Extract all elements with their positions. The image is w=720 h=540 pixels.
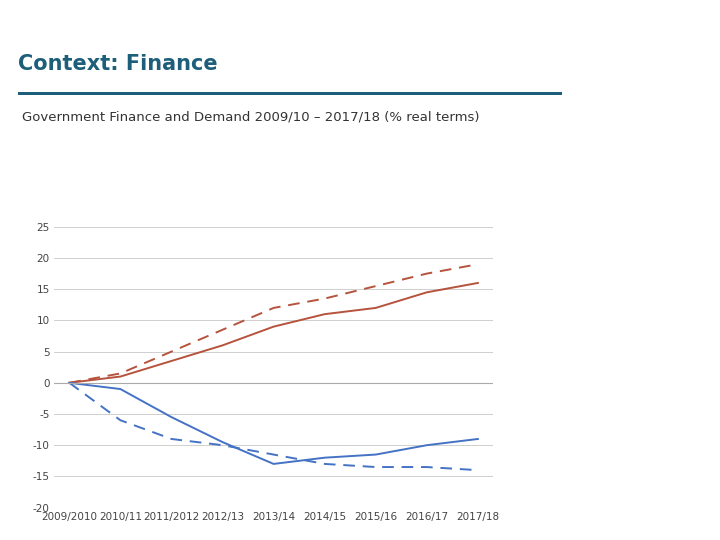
Text: Government Finance and Demand 2009/10 – 2017/18 (% real terms): Government Finance and Demand 2009/10 – … xyxy=(22,111,479,124)
Text: Context: Finance: Context: Finance xyxy=(18,54,217,74)
